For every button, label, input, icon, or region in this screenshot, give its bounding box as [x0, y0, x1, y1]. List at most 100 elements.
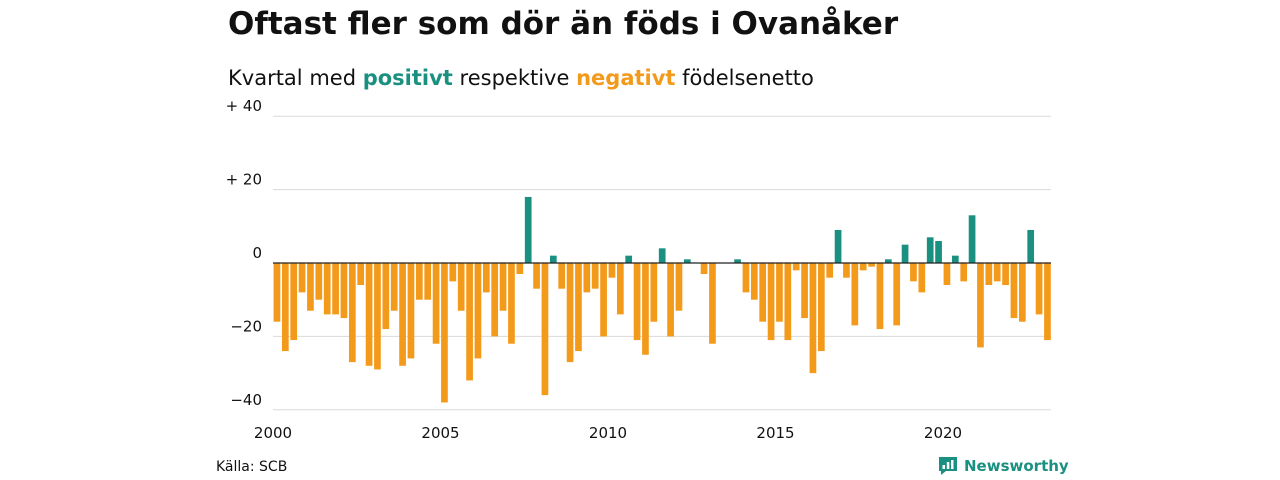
- bar: [709, 263, 716, 344]
- bar: [382, 263, 390, 330]
- bar: [407, 263, 415, 359]
- bar: [734, 259, 741, 263]
- bar: [591, 263, 599, 289]
- bar: [323, 263, 331, 315]
- chart-title: Oftast fler som dör än föds i Ovanåker: [228, 6, 899, 42]
- bar: [834, 229, 842, 263]
- bar: [1044, 263, 1051, 341]
- bar: [600, 263, 607, 337]
- subtitle-middle: respektive: [459, 66, 570, 90]
- bar: [415, 263, 423, 300]
- bar: [315, 263, 323, 300]
- bar: [935, 240, 942, 263]
- bar: [943, 263, 951, 286]
- subtitle-suffix: födelsenetto: [682, 66, 814, 90]
- bar: [776, 263, 783, 322]
- bar: [424, 263, 432, 300]
- bar: [307, 263, 314, 311]
- bar: [792, 263, 800, 271]
- bar: [742, 263, 750, 293]
- bar: [357, 263, 365, 286]
- bar: [340, 263, 348, 319]
- bar: [273, 263, 281, 322]
- bar: [332, 263, 339, 315]
- bar: [884, 259, 892, 263]
- brand-label: Newsworthy: [964, 457, 1069, 475]
- bar: [910, 263, 917, 282]
- bar: [1027, 229, 1035, 263]
- bar: [457, 263, 465, 311]
- y-tick-label: + 20: [226, 171, 262, 189]
- subtitle-prefix: Kvartal med: [228, 66, 357, 90]
- bar: [750, 263, 758, 300]
- y-tick-label: −40: [230, 391, 262, 409]
- bar: [868, 263, 875, 267]
- bar: [993, 263, 1001, 282]
- bar: [759, 263, 767, 322]
- subtitle-negative: negativt: [576, 66, 676, 90]
- bar: [575, 263, 582, 352]
- bar: [658, 248, 666, 263]
- bar: [700, 263, 708, 275]
- bar: [508, 263, 515, 344]
- bar: [977, 263, 984, 348]
- bar: [918, 263, 926, 293]
- bar: [683, 259, 691, 263]
- bar: [399, 263, 406, 366]
- bar: [290, 263, 298, 341]
- bar: [1018, 263, 1026, 322]
- y-tick-label: −20: [230, 317, 262, 335]
- bar: [851, 263, 859, 326]
- bar: [817, 263, 825, 352]
- bar: [566, 263, 574, 363]
- x-tick-labels: 2000 2005 2010 2015 2020: [254, 424, 962, 442]
- subtitle-positive: positivt: [362, 66, 453, 90]
- bar: [558, 263, 566, 289]
- bar: [1002, 263, 1009, 286]
- bar: [541, 263, 549, 396]
- bar: [951, 255, 959, 263]
- bar: [901, 244, 909, 263]
- bar: [675, 263, 683, 311]
- bar: [926, 237, 934, 263]
- bar: [298, 263, 306, 293]
- source-note: Källa: SCB: [216, 459, 288, 475]
- bar: [374, 263, 381, 370]
- bar: [608, 263, 616, 278]
- y-tick-labels: + 40 + 20 0 −20 −40: [226, 97, 262, 409]
- bar: [616, 263, 624, 315]
- bar: [449, 263, 457, 282]
- bar: [491, 263, 499, 337]
- bar: [533, 263, 540, 289]
- bar: [960, 263, 968, 282]
- bar: [801, 263, 808, 319]
- bar: [482, 263, 490, 293]
- bar: [893, 263, 901, 326]
- bar: [524, 196, 532, 263]
- x-tick-label: 2015: [756, 424, 794, 442]
- chart-subtitle: Kvartal med positivt respektive negativt…: [228, 66, 814, 90]
- chart-logo-icon: [939, 457, 957, 475]
- bar: [499, 263, 507, 311]
- bar: [432, 263, 440, 344]
- bar: [390, 263, 398, 311]
- bar: [348, 263, 356, 363]
- bar: [985, 263, 993, 286]
- bar: [809, 263, 817, 374]
- x-tick-label: 2010: [589, 424, 627, 442]
- bar: [968, 215, 976, 263]
- bar: [642, 263, 649, 355]
- bar: [667, 263, 674, 337]
- bar: [549, 255, 557, 263]
- bar: [583, 263, 591, 293]
- bar: [876, 263, 884, 330]
- x-tick-label: 2000: [254, 424, 292, 442]
- bar: [784, 263, 792, 341]
- bar: [767, 263, 775, 341]
- bar: [1010, 263, 1018, 319]
- bar: [859, 263, 867, 271]
- bar: [625, 255, 633, 263]
- bar: [474, 263, 482, 359]
- bar: [1035, 263, 1043, 315]
